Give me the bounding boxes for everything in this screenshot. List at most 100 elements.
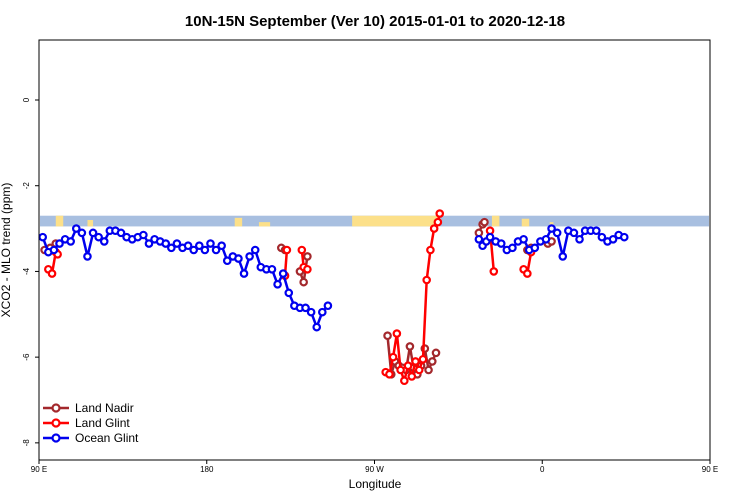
data-point	[424, 365, 433, 375]
data-point	[301, 303, 310, 313]
data-point	[405, 342, 415, 351]
data-point	[608, 234, 618, 244]
data-point	[250, 245, 260, 255]
data-point	[547, 224, 556, 233]
data-point	[541, 234, 551, 244]
data-point	[234, 254, 243, 263]
data-point	[496, 239, 506, 248]
data-point	[388, 352, 398, 362]
data-point	[396, 365, 405, 375]
data-point	[392, 329, 402, 338]
data-point	[592, 226, 601, 236]
data-point	[429, 224, 439, 233]
data-point	[161, 239, 171, 248]
legend-item-1: Land Glint	[43, 416, 130, 430]
data-point	[480, 217, 489, 227]
data-point	[66, 237, 75, 246]
data-point	[297, 245, 307, 255]
data-point	[426, 245, 435, 255]
data-point	[400, 376, 409, 386]
data-point	[422, 275, 431, 285]
legend-label: Land Nadir	[75, 401, 134, 415]
legend-marker	[51, 433, 61, 443]
data-point	[200, 245, 210, 255]
data-point	[284, 288, 294, 298]
data-point	[217, 241, 226, 251]
land-segment-4	[352, 215, 440, 227]
data-point	[116, 228, 126, 238]
data-point	[189, 245, 199, 255]
data-point	[194, 241, 204, 251]
x-tick-label: 90 W	[365, 465, 384, 474]
data-point	[222, 256, 232, 266]
data-point	[303, 252, 312, 261]
data-point	[575, 234, 584, 244]
data-point	[211, 245, 221, 255]
data-point	[206, 239, 215, 248]
data-point	[323, 301, 333, 311]
data-point	[519, 234, 528, 244]
data-point	[485, 232, 495, 242]
data-point	[523, 269, 532, 278]
data-point	[167, 243, 176, 253]
data-point	[71, 224, 81, 233]
data-point	[474, 234, 484, 244]
data-point	[414, 365, 424, 375]
data-point	[489, 267, 499, 276]
data-point	[55, 239, 64, 248]
data-point	[88, 228, 98, 238]
data-point	[94, 232, 103, 242]
legend-item-0: Land Nadir	[43, 401, 134, 415]
data-point	[77, 228, 87, 238]
data-point	[49, 245, 59, 255]
land-ocean-band	[40, 215, 709, 227]
data-point	[306, 307, 316, 317]
data-point	[99, 237, 109, 246]
x-tick-label: 90 E	[702, 465, 718, 474]
series-land-glint	[44, 209, 536, 386]
data-point	[530, 243, 540, 253]
plot-frame	[38, 39, 711, 461]
series-line-1-3	[385, 213, 441, 382]
land-segment-1	[87, 220, 94, 227]
data-point	[411, 357, 420, 366]
data-point	[569, 228, 579, 238]
legend-item-2: Ocean Glint	[43, 431, 139, 445]
data-point	[403, 361, 413, 371]
data-point	[435, 209, 445, 218]
x-tick-label: 90 E	[31, 465, 47, 474]
y-tick-label: -8	[22, 439, 31, 447]
data-point	[38, 232, 48, 242]
chart-title: 10N-15N September (Ver 10) 2015-01-01 to…	[185, 13, 565, 30]
legend-marker	[51, 403, 61, 413]
y-tick-label: -2	[22, 182, 31, 190]
data-point	[144, 239, 154, 248]
data-point	[597, 232, 607, 242]
x-tick-label: 180	[200, 465, 214, 474]
data-point	[407, 372, 417, 381]
land-segment-6	[521, 218, 530, 227]
data-point	[318, 307, 327, 317]
data-point	[385, 369, 394, 379]
series-layer	[38, 209, 629, 386]
x-axis-label: Longitude	[349, 477, 402, 491]
data-point	[172, 239, 182, 248]
data-point	[239, 269, 249, 278]
data-point	[245, 252, 254, 261]
data-point	[619, 232, 629, 242]
land-segment-0	[55, 215, 64, 227]
data-point	[427, 357, 437, 366]
data-point	[267, 264, 277, 274]
land-segment-5	[491, 215, 500, 227]
data-point	[273, 279, 282, 289]
y-axis-label: XCO2 - MLO trend (ppm)	[0, 183, 13, 318]
data-point	[558, 252, 568, 261]
data-point	[431, 348, 441, 358]
data-point	[383, 331, 392, 341]
data-point	[433, 217, 443, 227]
data-point	[418, 354, 428, 364]
data-point	[183, 241, 193, 251]
